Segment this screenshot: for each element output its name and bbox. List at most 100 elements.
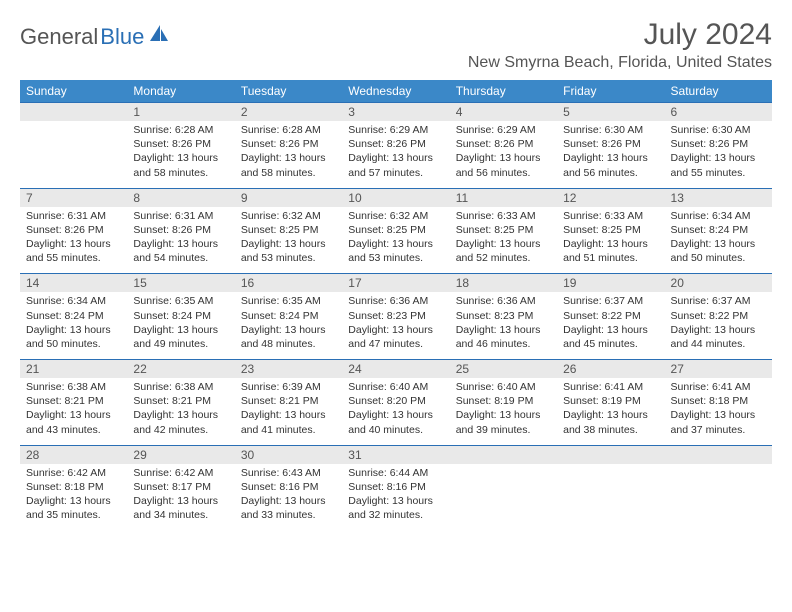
daylight-text: Daylight: 13 hours and 32 minutes. [348, 494, 443, 522]
day-content-cell: Sunrise: 6:42 AMSunset: 8:17 PMDaylight:… [127, 464, 234, 531]
daylight-text: Daylight: 13 hours and 50 minutes. [671, 237, 766, 265]
day-content-row: Sunrise: 6:38 AMSunset: 8:21 PMDaylight:… [20, 378, 772, 445]
day-number-cell [450, 445, 557, 464]
sunset-text: Sunset: 8:16 PM [348, 480, 443, 494]
day-content-cell: Sunrise: 6:40 AMSunset: 8:20 PMDaylight:… [342, 378, 449, 445]
sunrise-text: Sunrise: 6:35 AM [241, 294, 336, 308]
daylight-text: Daylight: 13 hours and 49 minutes. [133, 323, 228, 351]
sunset-text: Sunset: 8:26 PM [456, 137, 551, 151]
day-content-cell [557, 464, 664, 531]
daylight-text: Daylight: 13 hours and 42 minutes. [133, 408, 228, 436]
sunset-text: Sunset: 8:19 PM [563, 394, 658, 408]
day-content-cell: Sunrise: 6:30 AMSunset: 8:26 PMDaylight:… [557, 121, 664, 188]
day-content-cell: Sunrise: 6:43 AMSunset: 8:16 PMDaylight:… [235, 464, 342, 531]
sunrise-text: Sunrise: 6:33 AM [456, 209, 551, 223]
sunrise-text: Sunrise: 6:31 AM [26, 209, 121, 223]
day-number-row: 123456 [20, 103, 772, 122]
weekday-header: Wednesday [342, 80, 449, 103]
sail-icon [148, 24, 170, 50]
sunset-text: Sunset: 8:18 PM [671, 394, 766, 408]
day-number-row: 78910111213 [20, 188, 772, 207]
sunrise-text: Sunrise: 6:42 AM [26, 466, 121, 480]
sunset-text: Sunset: 8:24 PM [26, 309, 121, 323]
day-content-cell [665, 464, 772, 531]
sunrise-text: Sunrise: 6:29 AM [456, 123, 551, 137]
day-content-cell: Sunrise: 6:33 AMSunset: 8:25 PMDaylight:… [557, 207, 664, 274]
month-title: July 2024 [468, 18, 772, 52]
day-number-row: 14151617181920 [20, 274, 772, 293]
day-number-cell: 4 [450, 103, 557, 122]
daylight-text: Daylight: 13 hours and 54 minutes. [133, 237, 228, 265]
sunrise-text: Sunrise: 6:33 AM [563, 209, 658, 223]
day-content-cell: Sunrise: 6:44 AMSunset: 8:16 PMDaylight:… [342, 464, 449, 531]
daylight-text: Daylight: 13 hours and 57 minutes. [348, 151, 443, 179]
day-content-cell: Sunrise: 6:30 AMSunset: 8:26 PMDaylight:… [665, 121, 772, 188]
day-content-cell: Sunrise: 6:35 AMSunset: 8:24 PMDaylight:… [235, 292, 342, 359]
daylight-text: Daylight: 13 hours and 38 minutes. [563, 408, 658, 436]
sunset-text: Sunset: 8:26 PM [26, 223, 121, 237]
sunrise-text: Sunrise: 6:36 AM [456, 294, 551, 308]
sunset-text: Sunset: 8:17 PM [133, 480, 228, 494]
day-number-cell: 6 [665, 103, 772, 122]
sunrise-text: Sunrise: 6:31 AM [133, 209, 228, 223]
sunset-text: Sunset: 8:21 PM [133, 394, 228, 408]
daylight-text: Daylight: 13 hours and 46 minutes. [456, 323, 551, 351]
day-number-cell: 13 [665, 188, 772, 207]
day-number-cell: 23 [235, 360, 342, 379]
daylight-text: Daylight: 13 hours and 52 minutes. [456, 237, 551, 265]
day-number-row: 21222324252627 [20, 360, 772, 379]
day-content-cell [450, 464, 557, 531]
day-number-cell: 3 [342, 103, 449, 122]
weekday-header: Saturday [665, 80, 772, 103]
weekday-header: Friday [557, 80, 664, 103]
location: New Smyrna Beach, Florida, United States [468, 54, 772, 72]
day-number-cell: 16 [235, 274, 342, 293]
sunset-text: Sunset: 8:22 PM [671, 309, 766, 323]
day-number-cell: 28 [20, 445, 127, 464]
daylight-text: Daylight: 13 hours and 56 minutes. [456, 151, 551, 179]
sunrise-text: Sunrise: 6:32 AM [348, 209, 443, 223]
day-number-cell: 20 [665, 274, 772, 293]
day-content-cell: Sunrise: 6:31 AMSunset: 8:26 PMDaylight:… [127, 207, 234, 274]
daylight-text: Daylight: 13 hours and 55 minutes. [671, 151, 766, 179]
day-number-row: 28293031 [20, 445, 772, 464]
day-number-cell: 15 [127, 274, 234, 293]
day-content-cell: Sunrise: 6:29 AMSunset: 8:26 PMDaylight:… [342, 121, 449, 188]
sunrise-text: Sunrise: 6:44 AM [348, 466, 443, 480]
day-number-cell: 7 [20, 188, 127, 207]
title-block: July 2024 New Smyrna Beach, Florida, Uni… [468, 18, 772, 72]
daylight-text: Daylight: 13 hours and 33 minutes. [241, 494, 336, 522]
day-number-cell: 29 [127, 445, 234, 464]
sunrise-text: Sunrise: 6:40 AM [348, 380, 443, 394]
sunset-text: Sunset: 8:26 PM [241, 137, 336, 151]
day-number-cell: 17 [342, 274, 449, 293]
day-number-cell: 24 [342, 360, 449, 379]
daylight-text: Daylight: 13 hours and 45 minutes. [563, 323, 658, 351]
day-content-cell: Sunrise: 6:28 AMSunset: 8:26 PMDaylight:… [127, 121, 234, 188]
sunset-text: Sunset: 8:25 PM [241, 223, 336, 237]
day-content-cell: Sunrise: 6:35 AMSunset: 8:24 PMDaylight:… [127, 292, 234, 359]
weekday-header: Thursday [450, 80, 557, 103]
sunset-text: Sunset: 8:16 PM [241, 480, 336, 494]
sunrise-text: Sunrise: 6:34 AM [671, 209, 766, 223]
day-content-cell: Sunrise: 6:37 AMSunset: 8:22 PMDaylight:… [665, 292, 772, 359]
day-content-row: Sunrise: 6:31 AMSunset: 8:26 PMDaylight:… [20, 207, 772, 274]
sunrise-text: Sunrise: 6:28 AM [241, 123, 336, 137]
day-number-cell: 18 [450, 274, 557, 293]
sunrise-text: Sunrise: 6:39 AM [241, 380, 336, 394]
daylight-text: Daylight: 13 hours and 43 minutes. [26, 408, 121, 436]
sunrise-text: Sunrise: 6:37 AM [671, 294, 766, 308]
sunrise-text: Sunrise: 6:30 AM [671, 123, 766, 137]
daylight-text: Daylight: 13 hours and 35 minutes. [26, 494, 121, 522]
logo-text-gray: General [20, 24, 98, 50]
sunset-text: Sunset: 8:22 PM [563, 309, 658, 323]
day-content-cell [20, 121, 127, 188]
day-content-cell: Sunrise: 6:38 AMSunset: 8:21 PMDaylight:… [127, 378, 234, 445]
daylight-text: Daylight: 13 hours and 44 minutes. [671, 323, 766, 351]
day-content-cell: Sunrise: 6:41 AMSunset: 8:18 PMDaylight:… [665, 378, 772, 445]
day-number-cell: 12 [557, 188, 664, 207]
sunrise-text: Sunrise: 6:43 AM [241, 466, 336, 480]
sunrise-text: Sunrise: 6:28 AM [133, 123, 228, 137]
day-content-cell: Sunrise: 6:31 AMSunset: 8:26 PMDaylight:… [20, 207, 127, 274]
daylight-text: Daylight: 13 hours and 58 minutes. [133, 151, 228, 179]
